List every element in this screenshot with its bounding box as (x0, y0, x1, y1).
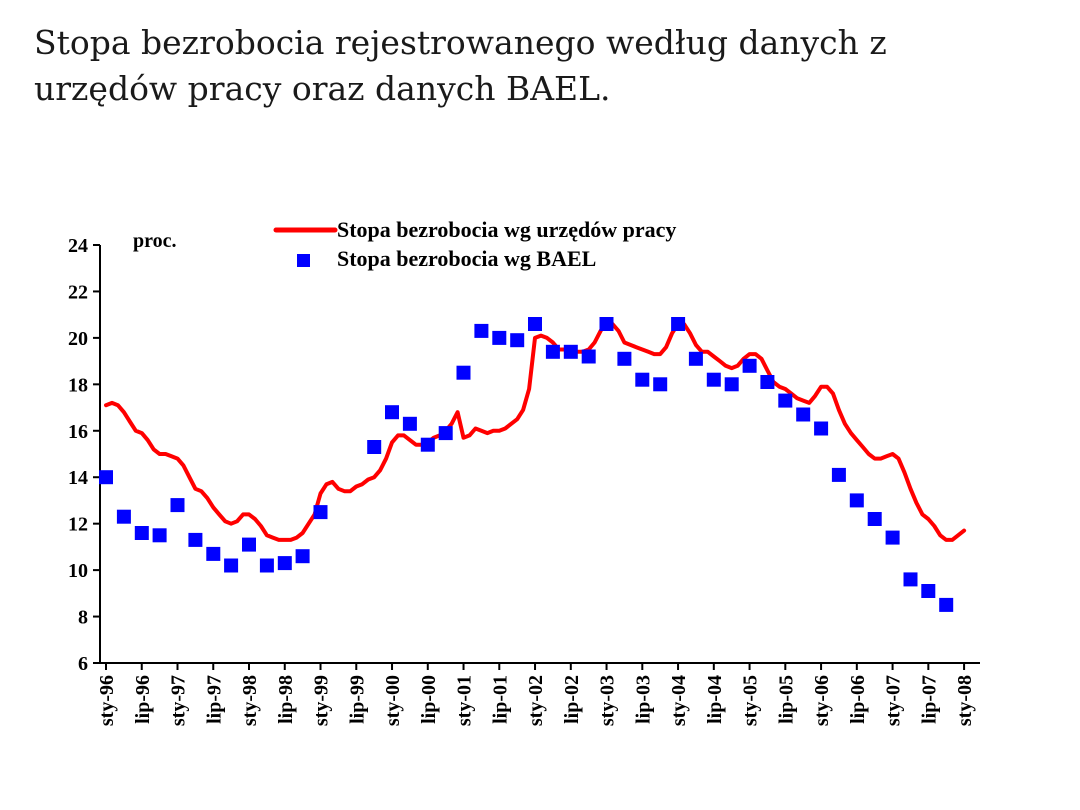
x-axis-ticks: sty-96 lip-96 sty-97 lip-97 sty-98 lip-98 sty-… (96, 663, 976, 726)
y-tick-label: 18 (68, 374, 88, 396)
data-point (528, 317, 542, 331)
y-tick-label: 22 (68, 281, 88, 303)
y-tick-label: 6 (78, 653, 88, 675)
x-tick-label: sty-06 (811, 675, 833, 726)
x-tick-label: sty-01 (454, 675, 476, 726)
x-tick-label: sty-98 (239, 675, 261, 726)
data-point (259, 558, 274, 573)
data-point (170, 498, 185, 513)
y-tick-label: 24 (68, 235, 88, 257)
x-tick-label: lip-98 (275, 675, 297, 724)
x-tick-label: lip-99 (346, 675, 368, 724)
series-scatter-bael (99, 317, 954, 612)
y-tick-label: 12 (68, 514, 88, 536)
data-point (206, 546, 221, 561)
data-point (313, 505, 328, 520)
data-point (188, 532, 203, 547)
y-tick-label: 8 (78, 607, 88, 629)
data-point (778, 393, 793, 408)
legend-label-bael: Stopa bezrobocia wg BAEL (337, 246, 596, 271)
x-tick-label: sty-04 (668, 675, 690, 726)
data-point (456, 365, 471, 380)
data-point (545, 344, 560, 359)
x-tick-label: lip-96 (132, 675, 154, 724)
y-tick-label: 10 (68, 560, 88, 582)
data-point (939, 597, 954, 612)
data-point (796, 407, 811, 422)
data-point (706, 372, 721, 387)
title-line-1: Stopa bezrobocia rejestrowanego według d… (34, 23, 887, 62)
data-point (867, 512, 882, 526)
data-point (99, 470, 113, 485)
data-point (742, 358, 757, 373)
x-tick-label: sty-99 (311, 675, 333, 726)
data-point (903, 572, 918, 587)
x-tick-label: sty-05 (740, 675, 762, 726)
data-point (760, 375, 775, 389)
x-tick-label: sty-00 (382, 675, 404, 726)
data-point (885, 530, 900, 545)
x-tick-label: lip-02 (561, 675, 583, 724)
data-point (653, 377, 668, 392)
y-axis-ticks: 6 8 10 12 14 16 18 20 22 24 (68, 235, 100, 675)
x-tick-label: lip-04 (704, 675, 726, 724)
y-tick-label: 20 (68, 328, 88, 350)
title-line-2: urzędów pracy oraz danych BAEL. (34, 69, 611, 108)
data-point (385, 405, 399, 420)
data-point (635, 372, 650, 387)
data-point (814, 421, 829, 436)
data-point (152, 528, 167, 543)
data-point (849, 493, 864, 508)
data-point (563, 344, 578, 359)
x-tick-label: lip-07 (918, 675, 940, 724)
legend-square-key (297, 254, 310, 267)
data-point (242, 537, 256, 552)
x-tick-label: lip-05 (775, 675, 797, 724)
x-tick-label: lip-06 (847, 675, 869, 724)
data-point (510, 333, 525, 348)
x-tick-label: lip-01 (489, 675, 511, 724)
x-tick-label: sty-03 (597, 675, 619, 726)
data-point (671, 317, 686, 331)
data-point (420, 437, 435, 452)
data-point (224, 558, 239, 573)
data-point (599, 317, 614, 331)
data-point (688, 351, 703, 366)
x-tick-label: sty-08 (954, 675, 976, 726)
data-point (921, 584, 936, 598)
chart-axes (99, 245, 980, 664)
data-point (492, 330, 507, 345)
x-tick-label: sty-97 (168, 675, 190, 726)
data-point (474, 323, 489, 338)
x-tick-label: sty-96 (96, 675, 118, 726)
y-unit-label: proc. (133, 230, 177, 252)
legend-label-urzedy-pracy: Stopa bezrobocia wg urzędów pracy (337, 217, 676, 242)
data-point (617, 351, 632, 366)
x-tick-label: lip-00 (418, 675, 440, 724)
data-point (295, 549, 310, 564)
x-tick-label: lip-03 (632, 675, 654, 724)
data-point (367, 440, 382, 454)
x-tick-label: lip-97 (203, 675, 225, 724)
page-title: Stopa bezrobocia rejestrowanego według d… (34, 20, 1044, 112)
y-tick-label: 14 (68, 467, 88, 489)
data-point (724, 377, 739, 392)
data-point (277, 556, 292, 571)
x-tick-label: sty-02 (525, 675, 547, 726)
x-tick-label: sty-07 (883, 675, 905, 726)
data-point (581, 349, 596, 364)
data-point (116, 509, 131, 524)
y-tick-label: 16 (68, 421, 88, 443)
series-line-urzedy-pracy (104, 319, 967, 542)
data-point (831, 467, 846, 482)
data-point (134, 526, 149, 540)
chart-legend: Stopa bezrobocia wg urzędów pracy Stopa … (273, 217, 676, 271)
data-point (438, 426, 453, 441)
data-point (402, 416, 417, 431)
